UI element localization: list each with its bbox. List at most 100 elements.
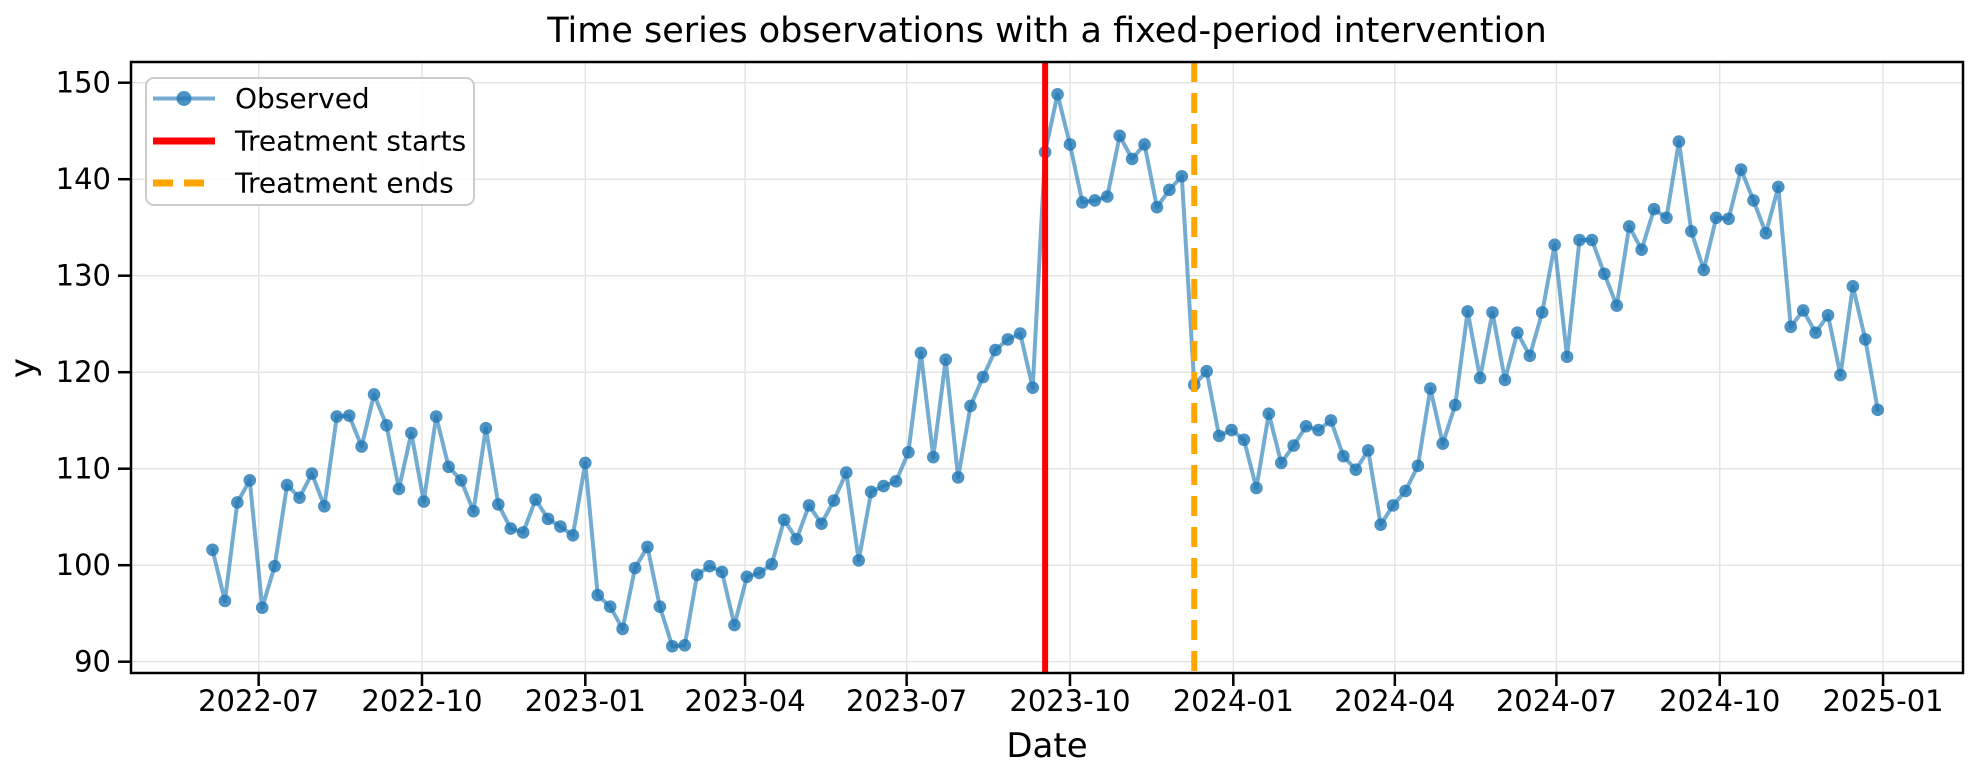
observed-data-point [1846, 280, 1860, 293]
observed-data-point [293, 491, 306, 504]
observed-data-point [1237, 433, 1251, 447]
y-tick-label: 150 [56, 66, 111, 100]
observed-data-point [1821, 308, 1835, 322]
observed-data-point [504, 522, 518, 535]
observed-data-point [305, 467, 319, 480]
observed-data-point [1772, 180, 1785, 194]
observed-data-point [1635, 243, 1648, 256]
observed-data-point [268, 559, 281, 573]
observed-data-point [1647, 202, 1661, 216]
observed-data-point [765, 557, 779, 571]
observed-data-point [1349, 463, 1363, 476]
observed-data-point [678, 638, 692, 652]
observed-data-point [1660, 211, 1673, 225]
observed-data-point [1225, 423, 1238, 437]
observed-data-point [827, 494, 841, 507]
x-tick-label: 2025-01 [1822, 684, 1943, 718]
observed-data-point [1113, 129, 1126, 143]
observed-data-point [1088, 194, 1102, 207]
observed-data-point [839, 466, 853, 479]
legend-observed-marker-sample [176, 91, 192, 106]
observed-data-point [740, 570, 754, 584]
observed-data-point [280, 478, 294, 492]
observed-data-point [1784, 320, 1798, 334]
y-tick-label: 110 [56, 452, 111, 486]
observed-data-point [1697, 263, 1711, 277]
observed-data-point [641, 540, 654, 554]
observed-data-point [516, 526, 530, 539]
observed-data-point [1436, 437, 1450, 450]
observed-data-point [1486, 306, 1499, 319]
observed-data-point [417, 495, 431, 508]
observed-data-point [1834, 368, 1847, 382]
observed-data-point [1212, 429, 1226, 443]
legend-box [145, 77, 475, 206]
observed-data-point [243, 473, 257, 487]
observed-data-point [442, 460, 455, 474]
observed-data-point [902, 445, 915, 459]
observed-data-point [579, 456, 592, 470]
observed-data-point [591, 588, 605, 602]
x-tick-label: 2022-07 [198, 684, 319, 718]
y-tick-label: 140 [56, 162, 111, 196]
legend-item-treatment-starts: Treatment starts [153, 125, 466, 158]
observed-data-point [864, 485, 878, 499]
observed-data-point [752, 566, 766, 580]
observed-data-point [1200, 364, 1213, 378]
observed-data-point [1361, 444, 1375, 457]
y-tick-label: 100 [56, 548, 111, 582]
y-axis-label: y [3, 358, 43, 378]
observed-data-point [1672, 135, 1686, 148]
x-tick-label: 2024-07 [1496, 684, 1617, 718]
x-tick-label: 2024-10 [1659, 684, 1780, 718]
observed-data-point [1337, 449, 1350, 463]
observed-data-point [1324, 414, 1338, 427]
observed-data-point [554, 520, 567, 533]
observed-data-point [728, 618, 741, 632]
y-tick-label: 130 [56, 259, 111, 293]
observed-data-point [1573, 233, 1586, 247]
observed-data-point [380, 418, 393, 432]
observed-data-point [1100, 190, 1114, 203]
observed-data-point [1722, 212, 1735, 226]
y-tick-label: 90 [74, 645, 111, 679]
observed-data-point [1001, 333, 1015, 346]
intervention-lines [1042, 62, 1198, 673]
observed-data-point [1548, 238, 1561, 252]
observed-data-point [1274, 456, 1288, 470]
observed-data-point [429, 410, 443, 423]
x-tick-label: 2024-04 [1334, 684, 1455, 718]
observed-data-point [1859, 333, 1872, 346]
axis-ticks: 2022-07 2022-10 2023-01 2023-04 2023-07 2023-… [56, 66, 1944, 718]
observed-data-point [206, 543, 219, 557]
observed-data-point [1026, 381, 1039, 394]
observed-data-point [218, 594, 232, 608]
observed-data-point [318, 500, 331, 513]
observed-data-point [603, 600, 617, 613]
observed-data-point [1473, 371, 1487, 385]
observed-data-point [1262, 407, 1276, 420]
observed-data-point [1386, 499, 1400, 512]
observed-data-point [405, 426, 418, 440]
observed-data-point [1747, 194, 1760, 207]
observed-data-point [1150, 200, 1164, 214]
observed-series [206, 87, 1885, 653]
observed-data-point [777, 513, 791, 527]
x-tick-label: 2023-01 [525, 684, 646, 718]
observed-data-point [1312, 423, 1325, 437]
observed-data-point [653, 600, 667, 613]
x-tick-label: 2024-01 [1173, 684, 1294, 718]
observed-data-point [479, 421, 493, 435]
observed-data-point [1374, 518, 1387, 531]
observed-data-point [1299, 419, 1313, 433]
observed-data-point [964, 399, 977, 413]
observed-data-point [529, 493, 542, 506]
observed-data-point [1871, 403, 1885, 417]
legend: Observed Treatment starts Treatment ends [145, 77, 475, 206]
x-tick-label: 2022-10 [361, 684, 482, 718]
observed-data-point [1796, 304, 1810, 317]
chart-title: Time series observations with a fixed-pe… [546, 11, 1547, 51]
observed-data-point [1076, 196, 1089, 209]
observed-data-point [939, 353, 952, 366]
